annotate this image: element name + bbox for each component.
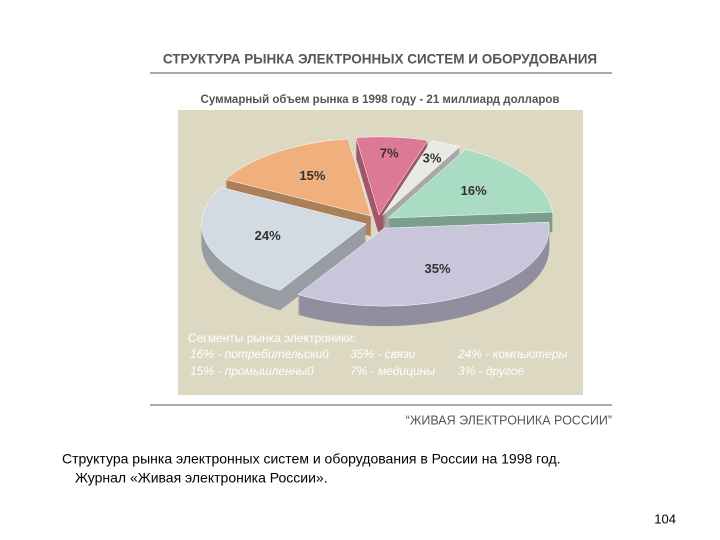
value-label: 3%: [423, 151, 442, 166]
source: “ЖИВАЯ ЭЛЕКТРОНИКА РОССИИ”: [406, 413, 612, 427]
slice: [224, 138, 372, 217]
slice: [387, 148, 553, 219]
slice: [297, 221, 550, 307]
slice: [382, 140, 461, 216]
legend-title: Сегменты рынка электроники:: [188, 331, 357, 345]
legend-entry: 35% - связи: [350, 347, 416, 361]
value-label: 16%: [461, 183, 487, 198]
value-label: 7%: [380, 146, 399, 161]
caption: Структура рынка электронных систем и обо…: [62, 451, 561, 467]
page-number: 104: [654, 511, 676, 526]
legend-entry: 15% - промышленный: [190, 364, 314, 378]
caption: Журнал «Живая электроника России».: [75, 470, 328, 486]
legend-entry: 16% - потребительский: [190, 347, 329, 361]
value-label: 15%: [299, 168, 325, 183]
value-label: 24%: [255, 228, 281, 243]
slice: [355, 136, 429, 216]
value-label: 35%: [425, 261, 451, 276]
chart-title: СТРУКТУРА РЫНКА ЭЛЕКТРОННЫХ СИСТЕМ И ОБО…: [163, 52, 597, 67]
legend-entry: 3% - другое: [458, 364, 524, 378]
legend-entry: 7% - медицины: [350, 364, 435, 378]
slice: [201, 186, 367, 291]
pie: 16% 35% 24% 15% 7% 3%: [201, 136, 553, 327]
legend: 16% - потребительский 35% - связи 24% - ко…: [190, 347, 568, 378]
legend-entry: 24% - компьютеры: [457, 347, 568, 361]
chart-subtitle: Суммарный объем рынка в 1998 году - 21 м…: [201, 94, 560, 106]
